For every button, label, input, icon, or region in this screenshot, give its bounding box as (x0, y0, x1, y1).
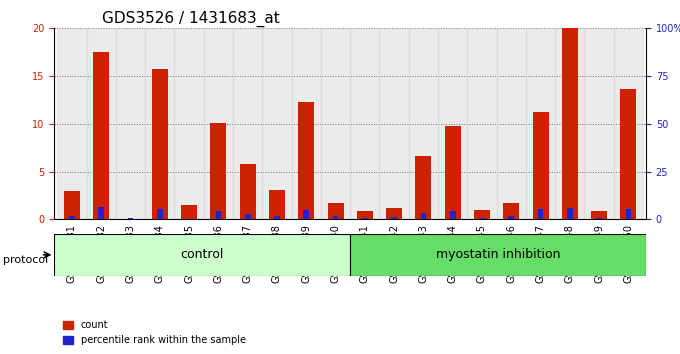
Bar (362, 218, 368, 219)
Bar (64, 191, 80, 219)
Bar (421, 213, 426, 219)
Bar (585, 28, 614, 219)
Bar (620, 88, 636, 219)
Text: myostatin inhibition: myostatin inhibition (436, 249, 560, 261)
Bar (391, 217, 397, 219)
Bar (350, 28, 379, 219)
Bar (555, 28, 585, 219)
Bar (379, 28, 409, 219)
Bar (69, 216, 75, 219)
Bar (532, 113, 549, 219)
Bar (321, 28, 350, 219)
Bar (57, 28, 86, 219)
Bar (445, 126, 461, 219)
Bar (509, 216, 514, 219)
Bar (333, 216, 339, 219)
Bar (526, 28, 555, 219)
Bar (93, 52, 109, 219)
Bar (274, 216, 279, 219)
Bar (496, 28, 526, 219)
Bar (116, 28, 146, 219)
Bar (567, 208, 573, 219)
Bar (357, 211, 373, 219)
Bar (128, 218, 133, 219)
Bar (99, 207, 104, 219)
Bar (474, 210, 490, 219)
Bar (479, 218, 485, 219)
Bar (438, 28, 467, 219)
Bar (181, 205, 197, 219)
Bar (591, 211, 607, 219)
Bar (562, 28, 578, 219)
Bar (303, 210, 309, 219)
Bar (415, 156, 432, 219)
Bar (239, 164, 256, 219)
Bar (216, 211, 221, 219)
Bar (328, 203, 343, 219)
Bar (204, 28, 233, 219)
Text: protocol: protocol (3, 255, 49, 265)
Bar (299, 102, 314, 219)
Text: GDS3526 / 1431683_at: GDS3526 / 1431683_at (102, 11, 279, 27)
Bar (157, 209, 163, 219)
Bar (269, 190, 285, 219)
Bar (146, 28, 175, 219)
Bar (386, 208, 402, 219)
FancyBboxPatch shape (350, 234, 646, 276)
Text: control: control (181, 249, 224, 261)
Bar (175, 28, 204, 219)
Legend: count, percentile rank within the sample: count, percentile rank within the sample (59, 316, 250, 349)
Bar (292, 28, 321, 219)
Bar (262, 28, 292, 219)
Bar (233, 28, 262, 219)
Bar (152, 69, 168, 219)
Bar (596, 218, 602, 219)
Bar (538, 209, 543, 219)
Bar (450, 211, 456, 219)
Bar (86, 28, 116, 219)
Bar (626, 209, 631, 219)
Bar (467, 28, 496, 219)
Bar (210, 123, 226, 219)
FancyBboxPatch shape (54, 234, 350, 276)
Bar (245, 214, 250, 219)
Bar (503, 203, 520, 219)
Bar (614, 28, 643, 219)
Bar (409, 28, 438, 219)
